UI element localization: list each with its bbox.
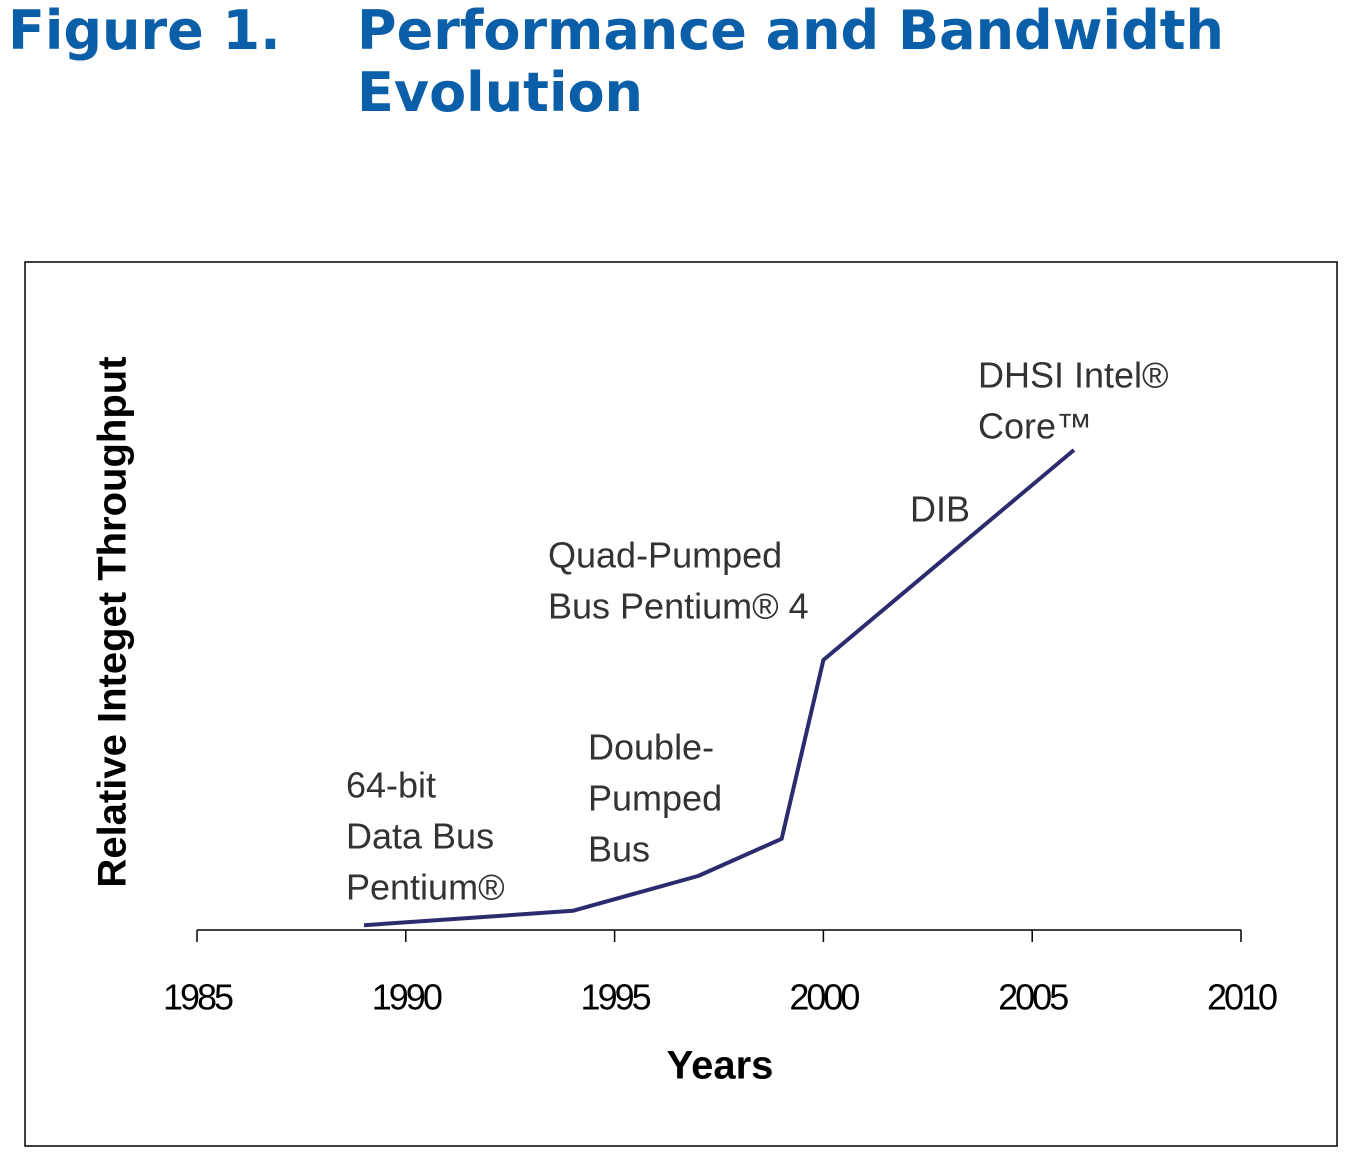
annotation: DHSI Intel® bbox=[978, 355, 1169, 396]
x-tick-label: 2010 bbox=[1207, 977, 1277, 1018]
annotation: Pentium® bbox=[346, 867, 505, 908]
annotation: Quad-Pumped bbox=[548, 535, 782, 576]
annotation: Pumped bbox=[588, 778, 722, 819]
annotation: Data Bus bbox=[346, 816, 494, 857]
x-axis-title: Years bbox=[667, 1044, 774, 1088]
y-axis-title: Relative Integet Throughput bbox=[91, 356, 135, 887]
x-tick-label: 1990 bbox=[372, 977, 442, 1018]
annotation: 64-bit bbox=[346, 765, 436, 806]
annotation: DIB bbox=[910, 489, 970, 530]
figure-title: Performance and Bandwidth Evolution bbox=[357, 0, 1224, 124]
annotation: Double- bbox=[588, 727, 714, 768]
annotation: Core™ bbox=[978, 406, 1092, 447]
x-tick-label: 2000 bbox=[789, 977, 859, 1018]
x-tick-label: 2005 bbox=[998, 977, 1068, 1018]
annotation: Bus Pentium® 4 bbox=[548, 586, 809, 627]
figure-label: Figure 1. bbox=[8, 0, 281, 62]
data-line bbox=[363, 448, 1076, 928]
annotation: Bus bbox=[588, 829, 650, 870]
chart-frame bbox=[24, 261, 1338, 1147]
x-tick-label: 1985 bbox=[163, 977, 233, 1018]
x-tick-label: 1995 bbox=[581, 977, 651, 1018]
